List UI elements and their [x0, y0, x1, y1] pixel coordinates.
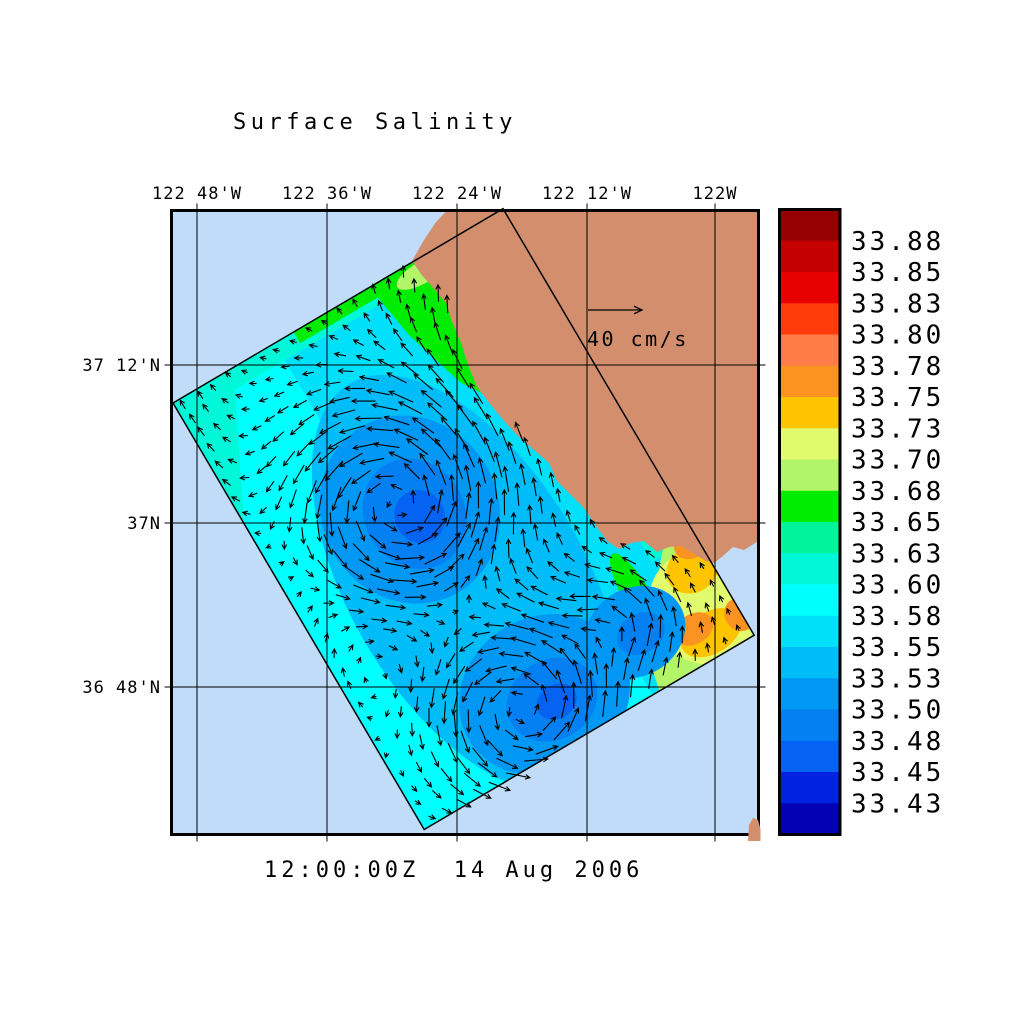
land-polygon: [412, 210, 759, 563]
colorbar-tick-label: 33.53: [851, 664, 944, 694]
colorbar-tick-label: 33.65: [851, 508, 944, 538]
colorbar-tick-label: 33.55: [851, 633, 944, 663]
x-axis-tick-label: 122 24'W: [412, 184, 502, 204]
colorbar-tick-label: 33.45: [851, 758, 944, 788]
vector-scale-label: 40 cm/s: [587, 327, 689, 351]
x-axis-tick-label: 122 12'W: [542, 184, 632, 204]
colorbar-segment: [781, 459, 839, 492]
colorbar-tick-label: 33.83: [851, 289, 944, 319]
colorbar-tick-label: 33.85: [851, 258, 944, 288]
field-region: [536, 683, 577, 720]
colorbar-segment: [781, 240, 839, 273]
y-axis-tick-label: 37N: [127, 514, 161, 534]
colorbar-tick-label: 33.73: [851, 414, 944, 444]
vector-scale-legend: 40 cm/s: [587, 305, 689, 351]
colorbar-segment: [781, 209, 839, 242]
colorbar-segment: [781, 553, 839, 586]
colorbar-border: [778, 208, 842, 836]
colorbar-segment: [781, 522, 839, 554]
x-axis-tick-label: 122 36'W: [282, 184, 372, 204]
field-region: [616, 612, 665, 655]
current-vectors: [179, 264, 741, 820]
colorbar-segment: [781, 397, 839, 429]
colorbar-segment: [781, 272, 839, 304]
colorbar-segment: [781, 428, 839, 461]
colorbar-tick-label: 33.68: [851, 477, 944, 507]
colorbar-tick-label: 33.60: [851, 571, 944, 601]
colorbar-group: 33.8833.8533.8333.8033.7833.7533.7333.70…: [778, 208, 944, 836]
colorbar-segment: [781, 678, 839, 711]
colorbar-tick-label: 33.78: [851, 352, 944, 382]
colorbar-tick-label: 33.70: [851, 446, 944, 476]
x-axis-tick-label: 122W: [693, 184, 738, 204]
colorbar-tick-label: 33.80: [851, 321, 944, 351]
page-title: Surface Salinity: [233, 110, 517, 135]
timestamp-label: 12:00:00Z 14 Aug 2006: [264, 858, 644, 883]
colorbar-segment: [781, 584, 839, 617]
field-region: [394, 489, 446, 543]
colorbar-segment: [781, 647, 839, 679]
colorbar-tick-label: 33.75: [851, 383, 944, 413]
colorbar-tick-label: 33.50: [851, 696, 944, 726]
colorbar-tick-label: 33.58: [851, 602, 944, 632]
colorbar-segment: [781, 709, 839, 742]
map-frame-border: [170, 209, 760, 836]
y-axis-tick-label: 37 12'N: [82, 356, 161, 376]
colorbar-segment: [781, 740, 839, 773]
colorbar-segment: [781, 490, 839, 523]
colorbar-segment: [781, 772, 839, 804]
colorbar-segment: [781, 334, 839, 367]
coastal-blob: [748, 818, 761, 841]
colorbar-tick-label: 33.48: [851, 727, 944, 757]
vector-scale-arrow: [588, 305, 644, 315]
colorbar-segment: [781, 615, 839, 648]
y-axis-tick-label: 36 48'N: [82, 678, 161, 698]
x-axis-tick-label: 122 48'W: [152, 184, 242, 204]
colorbar-segment: [781, 365, 839, 398]
colorbar-segment: [781, 303, 839, 336]
colorbar-tick-label: 33.63: [851, 539, 944, 569]
colorbar-tick-label: 33.88: [851, 227, 944, 257]
colorbar-tick-label: 33.43: [851, 789, 944, 819]
grid-lines: [164, 203, 766, 842]
colorbar-segment: [781, 803, 839, 836]
